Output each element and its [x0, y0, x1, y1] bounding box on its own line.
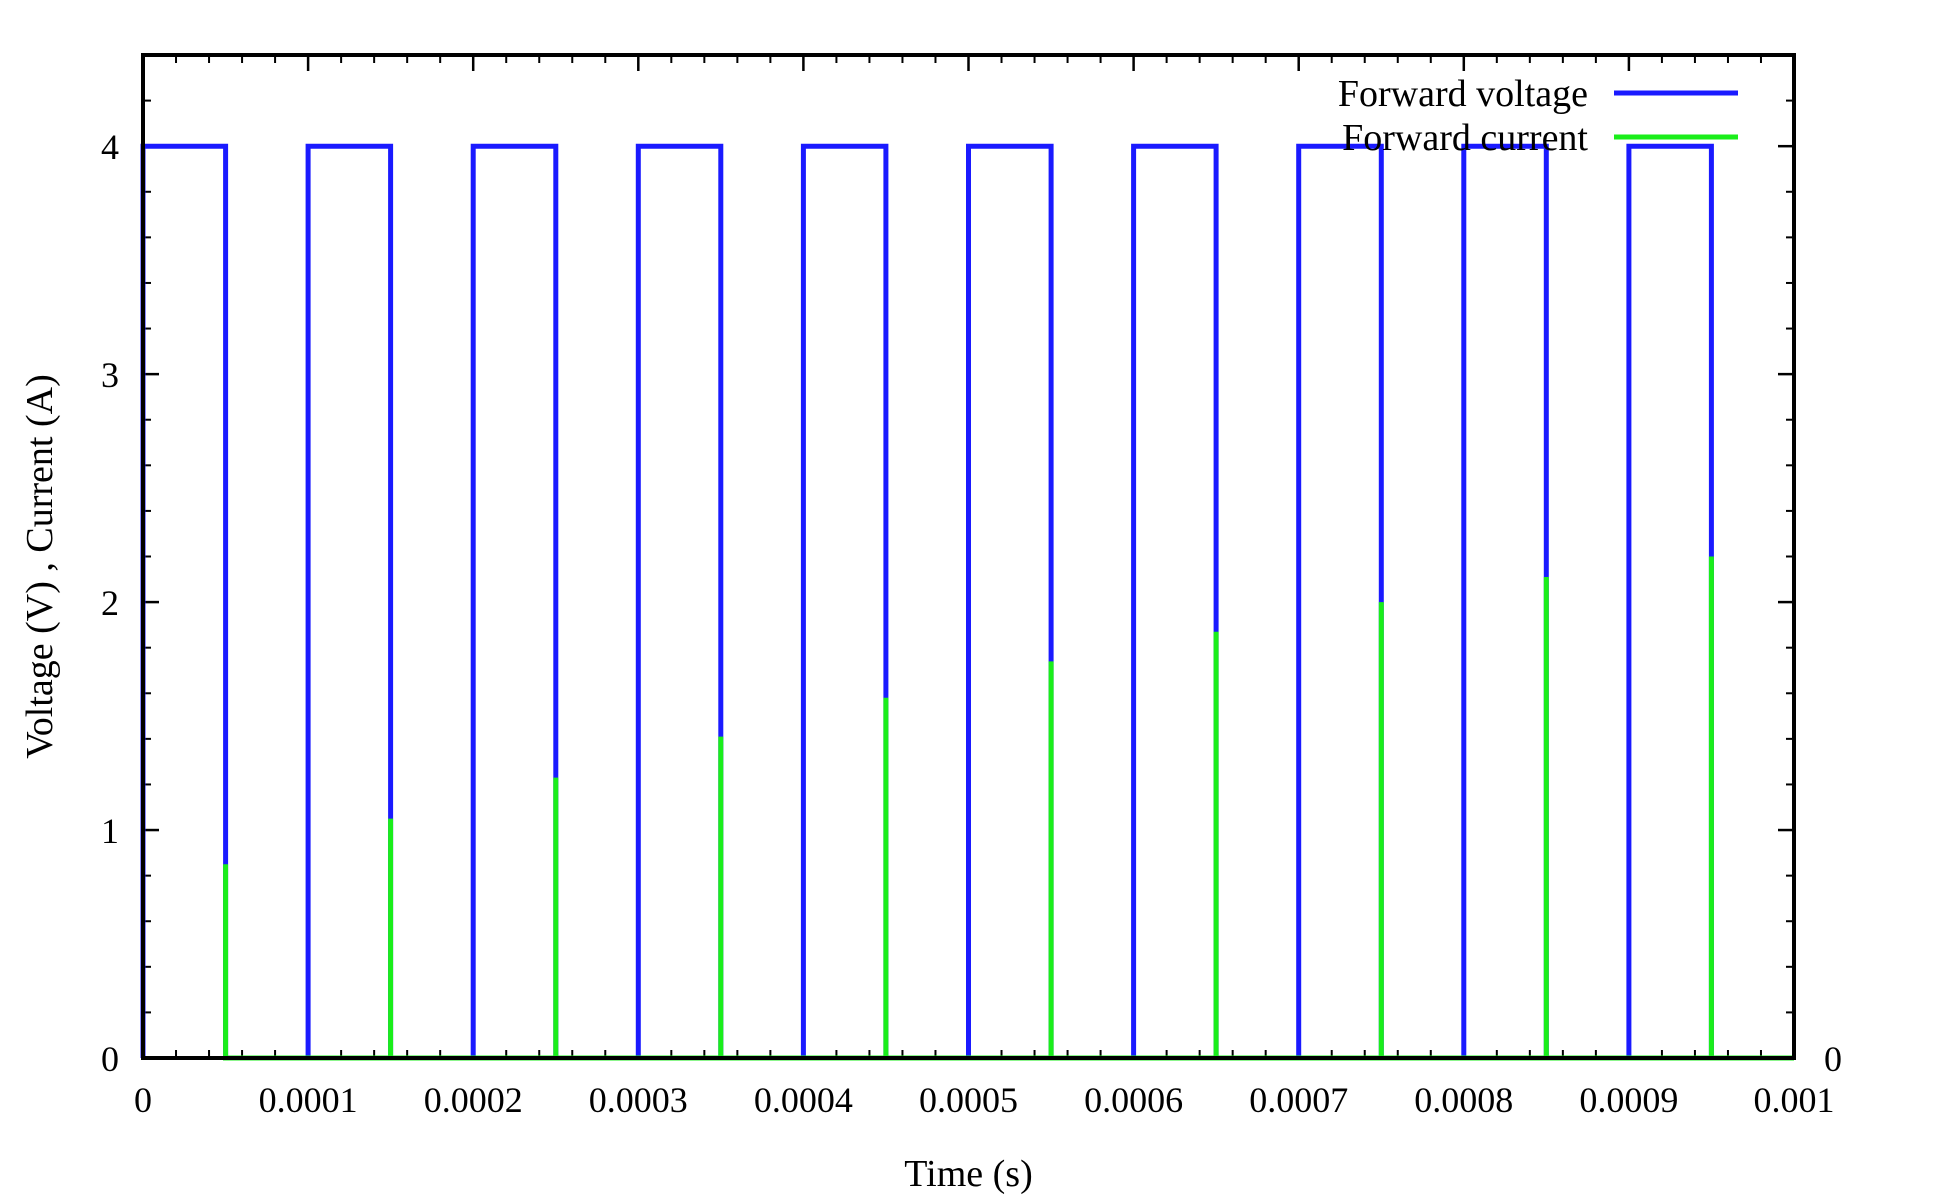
- x-tick-label: 0.0006: [1084, 1080, 1183, 1120]
- y-tick-label: 3: [101, 355, 119, 395]
- y-axis-label: Voltage (V) , Current (A): [19, 374, 61, 758]
- y-tick-label: 2: [101, 583, 119, 623]
- x-tick-label: 0.0003: [589, 1080, 688, 1120]
- y2-tick-label: 0: [1824, 1039, 1842, 1079]
- legend-label: Forward voltage: [1338, 73, 1588, 115]
- y-tick-label: 0: [101, 1039, 119, 1079]
- plot-frame: [141, 53, 1796, 1060]
- y-tick-label: 1: [101, 811, 119, 851]
- x-tick-label: 0.0009: [1579, 1080, 1678, 1120]
- x-tick-label: 0: [134, 1080, 152, 1120]
- x-tick-label: 0.001: [1754, 1080, 1835, 1120]
- legend-label: Forward current: [1342, 117, 1588, 159]
- x-axis-label: Time (s): [904, 1153, 1032, 1195]
- x-tick-label: 0.0001: [259, 1080, 358, 1120]
- x-tick-label: 0.0005: [919, 1080, 1018, 1120]
- x-tick-label: 0.0004: [754, 1080, 853, 1120]
- x-tick-label: 0.0002: [424, 1080, 523, 1120]
- x-tick-label: 0.0007: [1249, 1080, 1348, 1120]
- series-layer: [140, 143, 1794, 1061]
- tick-labels: 0 0.0001 0.0002 0.0003 0.0004 0.0005 0.0006 0.0…: [101, 127, 1842, 1120]
- x-tick-label: 0.0008: [1414, 1080, 1513, 1120]
- y-tick-label: 4: [101, 127, 119, 167]
